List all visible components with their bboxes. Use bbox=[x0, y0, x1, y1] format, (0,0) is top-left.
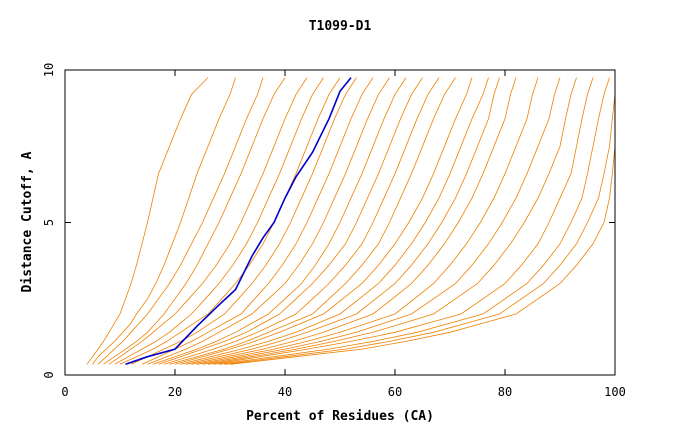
bundle-curve-10 bbox=[152, 77, 407, 365]
x-axis-label: Percent of Residues (CA) bbox=[246, 409, 434, 424]
bundle-curve-14 bbox=[174, 77, 473, 365]
bundle-curve-9 bbox=[147, 77, 390, 365]
bundle-curve-23 bbox=[224, 77, 616, 365]
bundle-curve-19 bbox=[202, 77, 561, 365]
bundle-curve-13 bbox=[169, 77, 456, 365]
y-ticks: 0 5 10 bbox=[42, 63, 615, 379]
bundle-curve-8 bbox=[141, 77, 374, 365]
bundle-curve-12 bbox=[163, 77, 440, 365]
x-tick-label-0: 0 bbox=[61, 385, 68, 399]
y-tick-label-0: 0 bbox=[42, 371, 56, 378]
bundle-curve-5 bbox=[114, 77, 324, 365]
highlight-curve bbox=[125, 77, 352, 366]
x-tick-label-100: 100 bbox=[604, 385, 626, 399]
bundle-curve-17 bbox=[191, 77, 517, 365]
bundle-layer bbox=[86, 77, 616, 365]
bundle-curve-3 bbox=[103, 77, 286, 365]
bundle-curve-1 bbox=[92, 77, 236, 365]
x-tick-label-80: 80 bbox=[498, 385, 512, 399]
chart-title: T1099-D1 bbox=[309, 19, 372, 34]
y-axis-label: Distance Cutoff, A bbox=[20, 151, 35, 292]
y-tick-label-10: 10 bbox=[42, 63, 56, 77]
bundle-curve-7 bbox=[130, 77, 357, 365]
x-ticks: 0 20 40 60 80 100 bbox=[61, 70, 626, 399]
bundle-curve-6 bbox=[119, 77, 341, 365]
highlight-layer bbox=[125, 77, 352, 366]
bundle-curve-18 bbox=[196, 77, 539, 365]
bundle-curve-4 bbox=[108, 77, 308, 365]
x-tick-label-20: 20 bbox=[168, 385, 182, 399]
bundle-curve-0 bbox=[86, 77, 209, 365]
x-tick-label-60: 60 bbox=[388, 385, 402, 399]
bundle-curve-24 bbox=[229, 77, 616, 365]
bundle-curve-20 bbox=[207, 77, 577, 365]
bundle-curve-11 bbox=[158, 77, 423, 365]
bundle-curve-21 bbox=[213, 77, 594, 365]
x-tick-label-40: 40 bbox=[278, 385, 292, 399]
bundle-curve-15 bbox=[180, 77, 489, 365]
bundle-curve-2 bbox=[97, 77, 264, 365]
y-tick-label-5: 5 bbox=[42, 219, 56, 226]
bundle-curve-22 bbox=[218, 77, 610, 365]
bundle-curve-16 bbox=[185, 77, 500, 365]
